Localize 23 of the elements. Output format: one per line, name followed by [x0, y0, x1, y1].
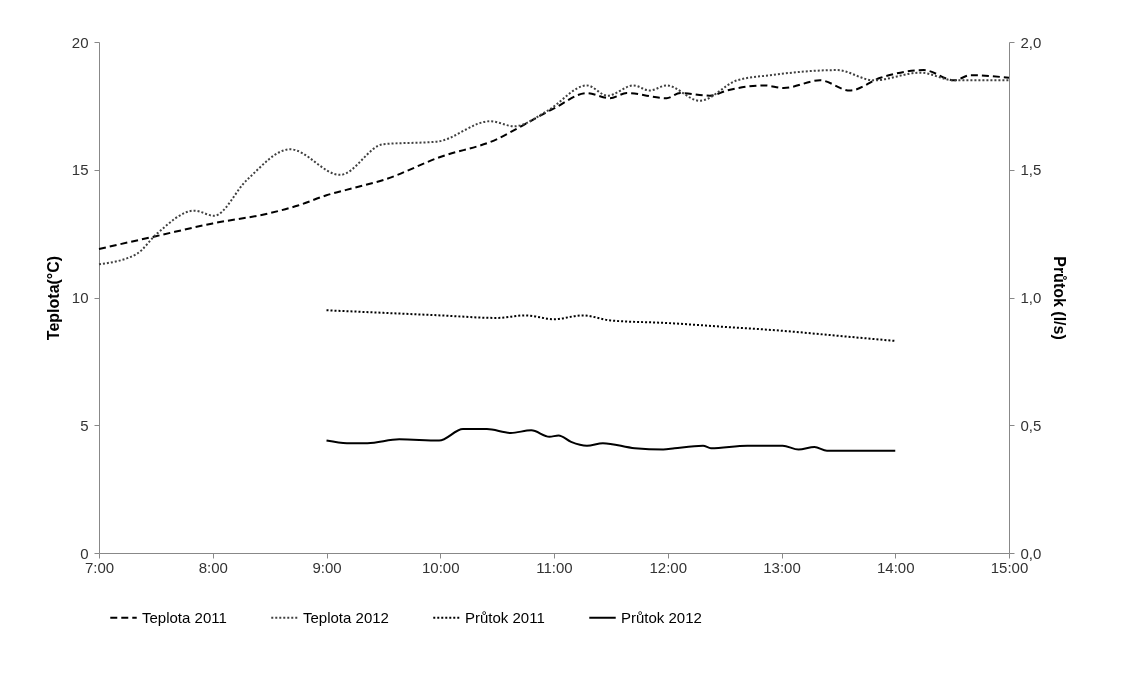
legend-label: Průtok 2011: [465, 608, 545, 626]
x-tick-label: 13:00: [763, 558, 801, 576]
x-tick-label: 14:00: [876, 558, 915, 576]
legend-label: Teplota 2012: [303, 608, 389, 626]
y-axis-title: Teplota(°C): [44, 255, 62, 341]
y2-tick-label: 1,0: [1020, 289, 1042, 306]
x-tick-label: 10:00: [421, 558, 460, 576]
y2-tick-label: 1,5: [1020, 161, 1042, 179]
y2-tick-label: 2,0: [1020, 33, 1042, 51]
x-tick-label: 8:00: [198, 558, 228, 576]
x-tick-label: 12:00: [649, 558, 688, 576]
y-tick-label: 15: [71, 161, 89, 179]
y-tick-label: 5: [80, 416, 89, 434]
line-series: [325, 428, 897, 452]
y-tick-label: 10: [71, 289, 89, 306]
y-tick-label: 20: [71, 33, 89, 51]
x-tick-label: 9:00: [312, 558, 342, 576]
legend-label: Teplota 2011: [142, 608, 227, 626]
y2-tick-label: 0,5: [1020, 416, 1042, 434]
y2-axis-title: Průtok (l/s): [1051, 256, 1069, 340]
line-series: [325, 309, 897, 342]
x-tick-label: 11:00: [536, 558, 573, 576]
legend-label: Průtok 2012: [621, 608, 702, 626]
